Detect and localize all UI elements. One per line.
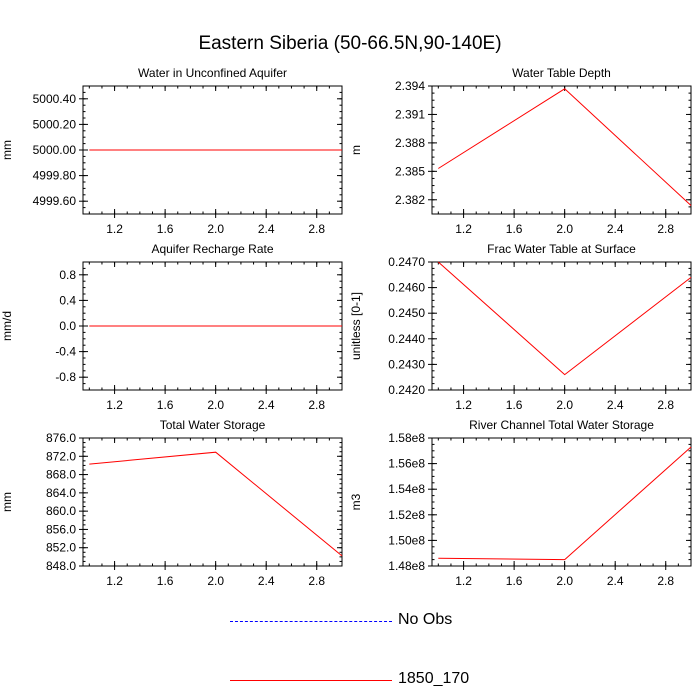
y-tick-label: 5000.00	[33, 143, 77, 157]
y-tick-label: 0.2460	[388, 281, 425, 295]
y-tick-label: 864.0	[46, 486, 76, 500]
panel-frame	[82, 437, 343, 567]
panel-6: River Channel Total Water Storage m3 1.2 1.…	[349, 418, 692, 588]
y-tick-label: 0.2450	[388, 306, 425, 320]
x-tick-label: 2.0	[207, 222, 224, 236]
panel-title: River Channel Total Water Storage	[469, 418, 654, 432]
x-tick-label: 2.8	[308, 398, 325, 412]
x-tick-label: 2.0	[556, 398, 573, 412]
x-tick-label: 2.8	[657, 222, 674, 236]
panel-frame	[431, 437, 692, 567]
x-tick-label: 1.6	[157, 398, 174, 412]
legend-entry-series: 1850_170	[230, 670, 530, 692]
y-tick-label: -0.4	[55, 345, 76, 359]
y-tick-label: 876.0	[46, 431, 76, 445]
panel-5: Total Water Storage mm 1.2 1.6 2.0 2.4 2.8 848.…	[0, 418, 343, 588]
series-line	[89, 451, 343, 557]
main-title: Eastern Siberia (50-66.5N,90-140E)	[198, 33, 502, 54]
y-tick-label: 5000.40	[33, 92, 77, 106]
panel-title: Frac Water Table at Surface	[487, 242, 636, 256]
x-tick-label: 2.8	[657, 574, 674, 588]
x-tick-label: 1.6	[506, 222, 523, 236]
x-tick-label: 2.4	[607, 574, 624, 588]
y-tick-label: 852.0	[46, 541, 76, 555]
y-axis-label: mm/d	[0, 311, 14, 341]
panel-3: Aquifer Recharge Rate mm/d 1.2 1.6 2.0 2.4 2.8…	[0, 242, 343, 412]
y-tick-label: 0.4	[59, 293, 76, 307]
y-axis-label: unitless [0-1]	[349, 292, 363, 360]
y-tick-label: 0.2420	[388, 383, 425, 397]
y-tick-label: 0.8	[59, 268, 76, 282]
y-tick-label: 0.2430	[388, 357, 425, 371]
y-tick-label: 1.50e8	[388, 533, 425, 547]
panel-frame	[431, 85, 692, 215]
panel-title: Aquifer Recharge Rate	[151, 242, 273, 256]
y-tick-label: 0.2440	[388, 332, 425, 346]
panel-4: Frac Water Table at Surface unitless [0-1…	[349, 242, 692, 412]
x-tick-label: 1.6	[506, 574, 523, 588]
x-tick-label: 1.2	[106, 222, 123, 236]
x-tick-label: 2.0	[556, 574, 573, 588]
y-tick-label: -0.8	[55, 370, 76, 384]
panel-1: Water in Unconfined Aquifer mm 1.2 1.6 2.0 2.…	[0, 66, 343, 236]
panel-frame	[431, 261, 692, 391]
y-tick-label: 860.0	[46, 504, 76, 518]
y-tick-label: 1.56e8	[388, 457, 425, 471]
x-tick-label: 2.8	[308, 574, 325, 588]
x-tick-label: 2.8	[657, 398, 674, 412]
legend-line-obs	[230, 621, 392, 622]
y-tick-label: 1.54e8	[388, 482, 425, 496]
x-tick-label: 2.4	[258, 398, 275, 412]
series-line	[438, 88, 692, 206]
series-line	[437, 261, 692, 376]
x-tick-label: 1.2	[455, 222, 472, 236]
y-tick-label: 1.52e8	[388, 508, 425, 522]
x-tick-label: 1.2	[455, 398, 472, 412]
y-tick-label: 0.0	[59, 319, 76, 333]
y-tick-label: 2.388	[395, 136, 425, 150]
x-tick-label: 2.4	[258, 222, 275, 236]
x-tick-label: 1.2	[106, 398, 123, 412]
y-tick-label: 1.48e8	[388, 559, 425, 573]
y-tick-label: 2.382	[395, 193, 425, 207]
legend-label-series: 1850_170	[398, 670, 470, 687]
y-tick-label: 848.0	[46, 559, 76, 573]
y-axis-label: mm	[0, 140, 14, 160]
panel-title: Total Water Storage	[160, 418, 266, 432]
series-line	[438, 446, 692, 561]
y-tick-label: 2.394	[395, 79, 425, 93]
y-tick-label: 1.58e8	[388, 431, 425, 445]
legend-entry-obs: No Obs	[230, 611, 530, 633]
x-tick-label: 2.0	[207, 398, 224, 412]
y-axis-label: m	[349, 145, 363, 155]
x-tick-label: 2.4	[607, 398, 624, 412]
y-axis-label: m3	[349, 493, 363, 510]
x-tick-label: 2.4	[607, 222, 624, 236]
y-tick-label: 4999.60	[33, 194, 77, 208]
panel-title: Water Table Depth	[512, 66, 611, 80]
panel-title: Water in Unconfined Aquifer	[138, 66, 287, 80]
y-tick-label: 868.0	[46, 468, 76, 482]
legend-line-series	[230, 680, 392, 681]
x-tick-label: 1.6	[157, 222, 174, 236]
y-tick-label: 872.0	[46, 449, 76, 463]
x-tick-label: 2.8	[308, 222, 325, 236]
y-tick-label: 2.391	[395, 107, 425, 121]
y-tick-label: 5000.20	[33, 117, 77, 131]
x-tick-label: 1.2	[106, 574, 123, 588]
y-axis-label: mm	[0, 492, 14, 512]
y-tick-label: 856.0	[46, 522, 76, 536]
x-tick-label: 2.0	[207, 574, 224, 588]
legend-label-obs: No Obs	[398, 611, 453, 628]
x-tick-label: 1.6	[506, 398, 523, 412]
y-tick-label: 4999.80	[33, 169, 77, 183]
x-tick-label: 2.4	[258, 574, 275, 588]
y-tick-label: 2.385	[395, 164, 425, 178]
y-tick-label: 0.2470	[388, 255, 425, 269]
x-tick-label: 1.2	[455, 574, 472, 588]
x-tick-label: 1.6	[157, 574, 174, 588]
panel-2: Water Table Depth m 1.2 1.6 2.0 2.4 2.8 2.382 2.…	[349, 66, 692, 236]
x-tick-label: 2.0	[556, 222, 573, 236]
